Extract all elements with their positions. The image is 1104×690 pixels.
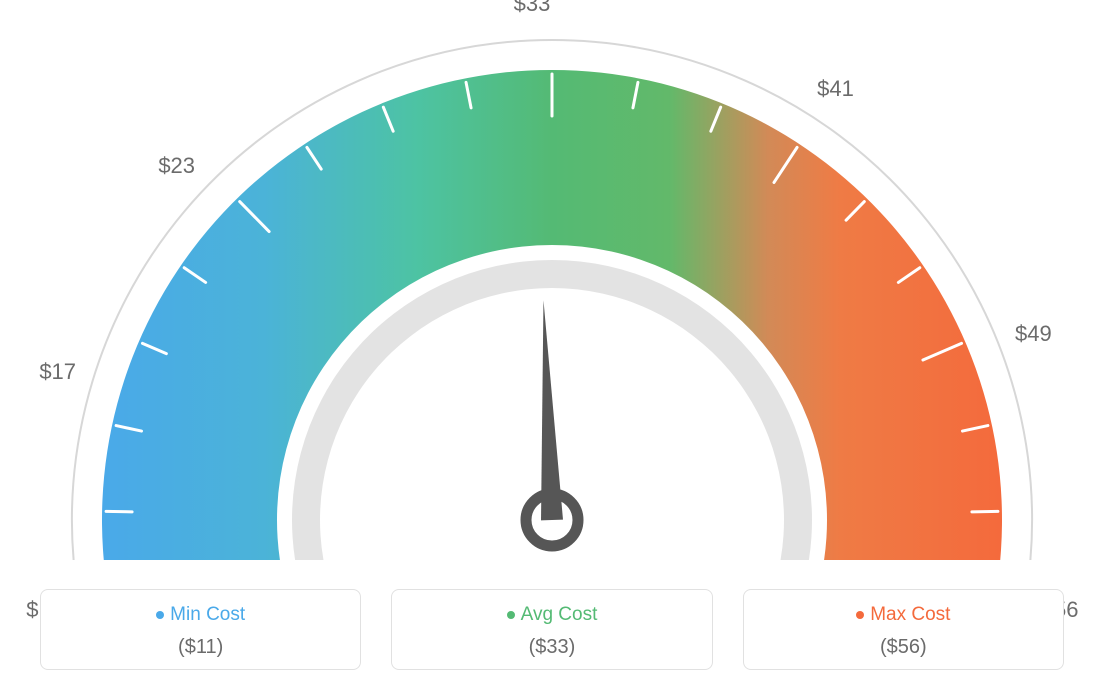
- cost-gauge-chart: $11$17$23$33$41$49$56 Min Cost($11)Avg C…: [0, 0, 1104, 690]
- legend-title: Avg Cost: [402, 604, 701, 626]
- tick-label: $49: [1015, 321, 1052, 347]
- tick-label: $17: [39, 359, 76, 385]
- tick-label: $41: [817, 76, 854, 102]
- needle: [541, 300, 563, 520]
- legend-value: ($56): [754, 636, 1053, 659]
- legend-bullet-icon: [156, 611, 164, 619]
- tick-label: $33: [514, 0, 551, 17]
- gauge-svg: [0, 0, 1104, 560]
- tick: [106, 511, 132, 512]
- gauge-area: $11$17$23$33$41$49$56: [0, 0, 1104, 560]
- legend-box-min: Min Cost ($11): [40, 589, 361, 670]
- legend-label: Max Cost: [870, 604, 950, 625]
- legend-box-avg: Avg Cost ($33): [391, 589, 712, 670]
- tick: [972, 511, 998, 512]
- tick-label: $23: [158, 153, 195, 179]
- legend-label: Min Cost: [170, 604, 245, 625]
- legend-row: Min Cost ($11) Avg Cost ($33) Max Cost ($56): [0, 589, 1104, 670]
- legend-title: Min Cost: [51, 604, 350, 626]
- legend-label: Avg Cost: [521, 604, 598, 625]
- legend-title: Max Cost: [754, 604, 1053, 626]
- legend-value: ($11): [51, 636, 350, 659]
- legend-bullet-icon: [507, 611, 515, 619]
- legend-box-max: Max Cost ($56): [743, 589, 1064, 670]
- legend-bullet-icon: [856, 611, 864, 619]
- legend-value: ($33): [402, 636, 701, 659]
